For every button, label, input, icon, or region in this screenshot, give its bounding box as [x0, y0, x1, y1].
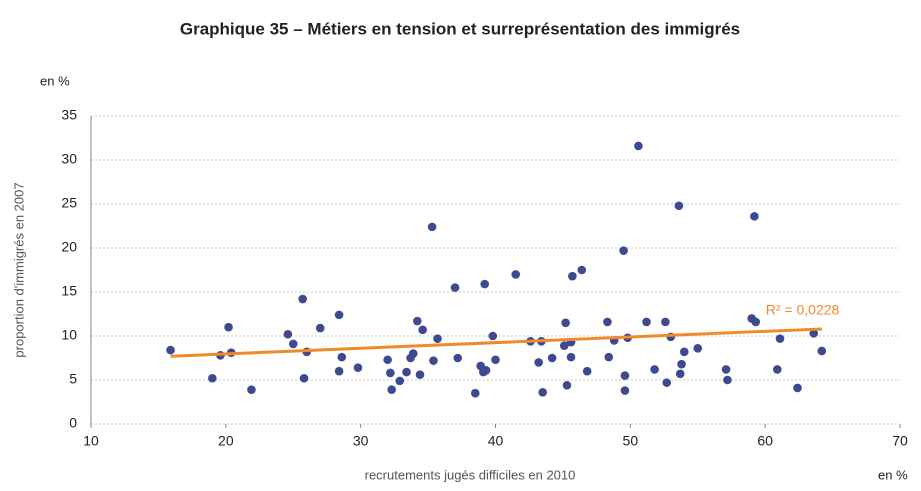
point	[395, 376, 405, 386]
point	[662, 378, 672, 387]
y-tick-label: 30	[61, 151, 77, 167]
x-tick-label: 60	[757, 433, 773, 449]
point	[547, 353, 557, 363]
point	[582, 366, 592, 376]
point	[511, 270, 521, 279]
point	[562, 380, 572, 390]
point	[488, 331, 498, 341]
point	[383, 355, 392, 365]
point	[661, 317, 670, 327]
y-unit: en %	[40, 73, 70, 88]
point	[208, 373, 217, 383]
point	[620, 386, 630, 395]
point	[415, 370, 425, 380]
point	[675, 369, 685, 379]
point	[750, 212, 759, 221]
point	[538, 388, 547, 397]
x-tick-label: 40	[488, 433, 504, 449]
point	[751, 317, 761, 327]
point	[283, 329, 293, 339]
point	[429, 356, 438, 365]
x-tick-label: 70	[892, 433, 908, 449]
point	[427, 222, 437, 232]
point	[402, 367, 411, 377]
y-tick-label: 20	[61, 239, 77, 255]
point	[353, 363, 363, 372]
point	[480, 279, 490, 289]
point	[568, 271, 577, 281]
point	[387, 385, 396, 394]
y-tick-label: 5	[69, 371, 77, 387]
point	[620, 371, 630, 380]
trend-label: R² = 0,0228	[766, 302, 840, 318]
point	[634, 141, 643, 151]
y-tick-label: 15	[61, 283, 77, 299]
point	[693, 344, 703, 353]
point	[470, 388, 480, 398]
point	[809, 329, 819, 338]
point	[334, 310, 344, 320]
y-tick-label: 25	[61, 195, 77, 211]
y-axis-label: proportion d'immigrés en 2007	[11, 182, 26, 357]
x-tick-label: 20	[218, 433, 234, 449]
point	[679, 347, 689, 357]
point	[559, 341, 569, 350]
point	[315, 323, 325, 333]
point	[334, 366, 344, 376]
point	[642, 317, 651, 327]
point	[650, 365, 659, 374]
y-tick-label: 35	[61, 107, 77, 123]
point	[453, 353, 463, 363]
point	[299, 373, 309, 383]
y-tick-label: 0	[69, 415, 77, 431]
point	[604, 352, 614, 362]
point	[247, 385, 256, 394]
point	[481, 366, 491, 375]
point	[793, 383, 802, 393]
point	[298, 294, 307, 304]
x-tick-label: 10	[83, 433, 99, 449]
y-tick-label: 10	[61, 327, 77, 343]
x-axis-label: recrutements jugés difficiles en 2010	[365, 467, 576, 482]
point	[337, 352, 347, 362]
point	[412, 316, 422, 326]
point	[433, 334, 442, 343]
point	[491, 355, 500, 365]
point	[418, 325, 427, 335]
point	[408, 349, 418, 358]
point	[603, 317, 612, 327]
point	[224, 322, 233, 332]
point	[450, 283, 460, 292]
point	[775, 334, 785, 343]
point	[577, 265, 587, 275]
x-tick-label: 50	[623, 433, 639, 449]
point	[619, 246, 628, 255]
point	[534, 358, 543, 367]
point	[723, 375, 732, 385]
point	[817, 346, 827, 356]
trend-line	[170, 327, 822, 358]
point	[166, 345, 175, 355]
point	[721, 365, 731, 374]
x-unit: en %	[878, 467, 908, 482]
point	[674, 201, 684, 211]
point	[288, 339, 298, 349]
point	[561, 318, 570, 328]
point	[773, 365, 782, 374]
point	[566, 352, 576, 362]
point	[386, 368, 395, 378]
chart-title: Graphique 35 – Métiers en tension et sur…	[180, 19, 740, 38]
point	[677, 359, 686, 369]
x-tick-label: 30	[353, 433, 369, 449]
